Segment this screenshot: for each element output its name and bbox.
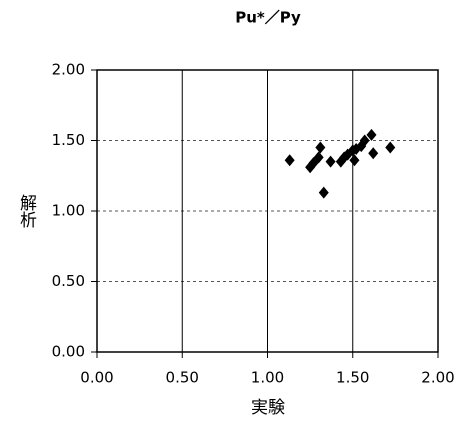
point [366,128,377,141]
point [368,147,379,160]
plot-frame [96,69,439,353]
y-tick-label: 0.00 [52,343,85,361]
y-tick-label: 2.00 [52,61,85,79]
x-tick-label: 0.50 [166,369,199,387]
point [284,154,295,167]
x-axis-label: 実験 [251,398,285,418]
y-tick-label: 0.50 [52,272,85,290]
point [318,186,329,199]
x-tick-label: 1.00 [251,369,284,387]
point [349,154,360,167]
point [313,151,324,164]
point [315,141,326,154]
point [359,134,370,147]
point [385,141,396,154]
y-tick-label: 1.50 [52,131,85,149]
x-tick-label: 1.50 [336,369,369,387]
y-axis-label: 解析 [16,194,37,228]
chart-title: Pu*／Py [235,9,301,27]
point [325,155,336,168]
x-tick-label: 0.00 [80,369,113,387]
x-tick-label: 2.00 [421,369,454,387]
y-tick-label: 1.00 [52,202,85,220]
